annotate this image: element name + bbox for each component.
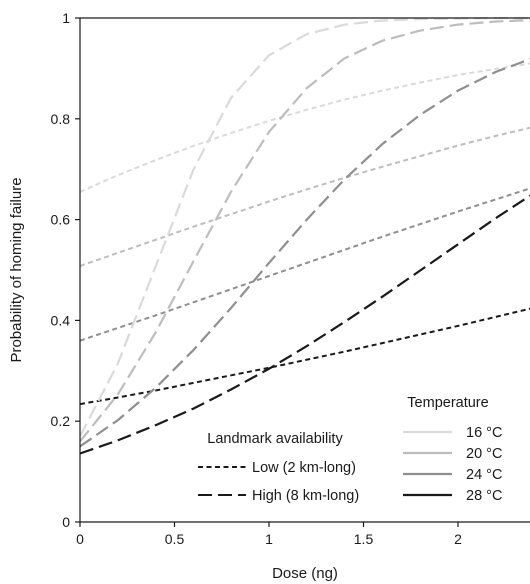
- series-line-short-28c: [80, 307, 530, 406]
- y-tick-label: 0.2: [51, 413, 71, 429]
- y-tick-label: 1: [62, 10, 70, 26]
- y-tick-label: 0.8: [51, 111, 71, 127]
- x-tick-label: 1: [265, 531, 273, 547]
- y-tick-label: 0.4: [51, 312, 71, 328]
- x-tick-label: 1.5: [354, 531, 374, 547]
- series-line-short-16c: [80, 62, 530, 193]
- y-tick-label: 0: [62, 514, 70, 530]
- temperature-legend-label: 24 °C: [466, 467, 502, 483]
- series-layer: [80, 16, 530, 455]
- landmark-legend-label: High (8 km-long): [252, 488, 359, 504]
- x-axis-title: Dose (ng): [272, 565, 338, 582]
- landmark-legend-title: Landmark availability: [207, 431, 343, 447]
- series-line-long-16c: [80, 16, 530, 437]
- series-line-short-24c: [80, 187, 530, 342]
- temperature-legend-title: Temperature: [407, 395, 488, 411]
- x-tick-label: 0.5: [165, 531, 185, 547]
- x-tick-label: 0: [76, 531, 84, 547]
- series-line-long-28c: [80, 194, 530, 455]
- series-line-long-24c: [80, 57, 530, 448]
- temperature-legend-label: 28 °C: [466, 488, 502, 504]
- series-line-short-20c: [80, 126, 530, 267]
- temperature-legend-label: 20 °C: [466, 446, 502, 462]
- temperature-legend-label: 16 °C: [466, 425, 502, 441]
- legend: Temperature 16 °C 20 °C 24 °C 28 °C Landmark …: [198, 395, 502, 504]
- x-tick-label: 2: [454, 531, 462, 547]
- axes: [79, 17, 530, 523]
- y-axis-title: Probability of homing failure: [8, 177, 25, 362]
- landmark-legend-label: Low (2 km-long): [252, 460, 356, 476]
- series-line-long-20c: [80, 19, 530, 443]
- y-tick-label: 0.6: [51, 212, 71, 228]
- ticks: 0 0.5 1 1.5 2 0 0.2 0.4 0.6 0.8 1: [51, 10, 463, 547]
